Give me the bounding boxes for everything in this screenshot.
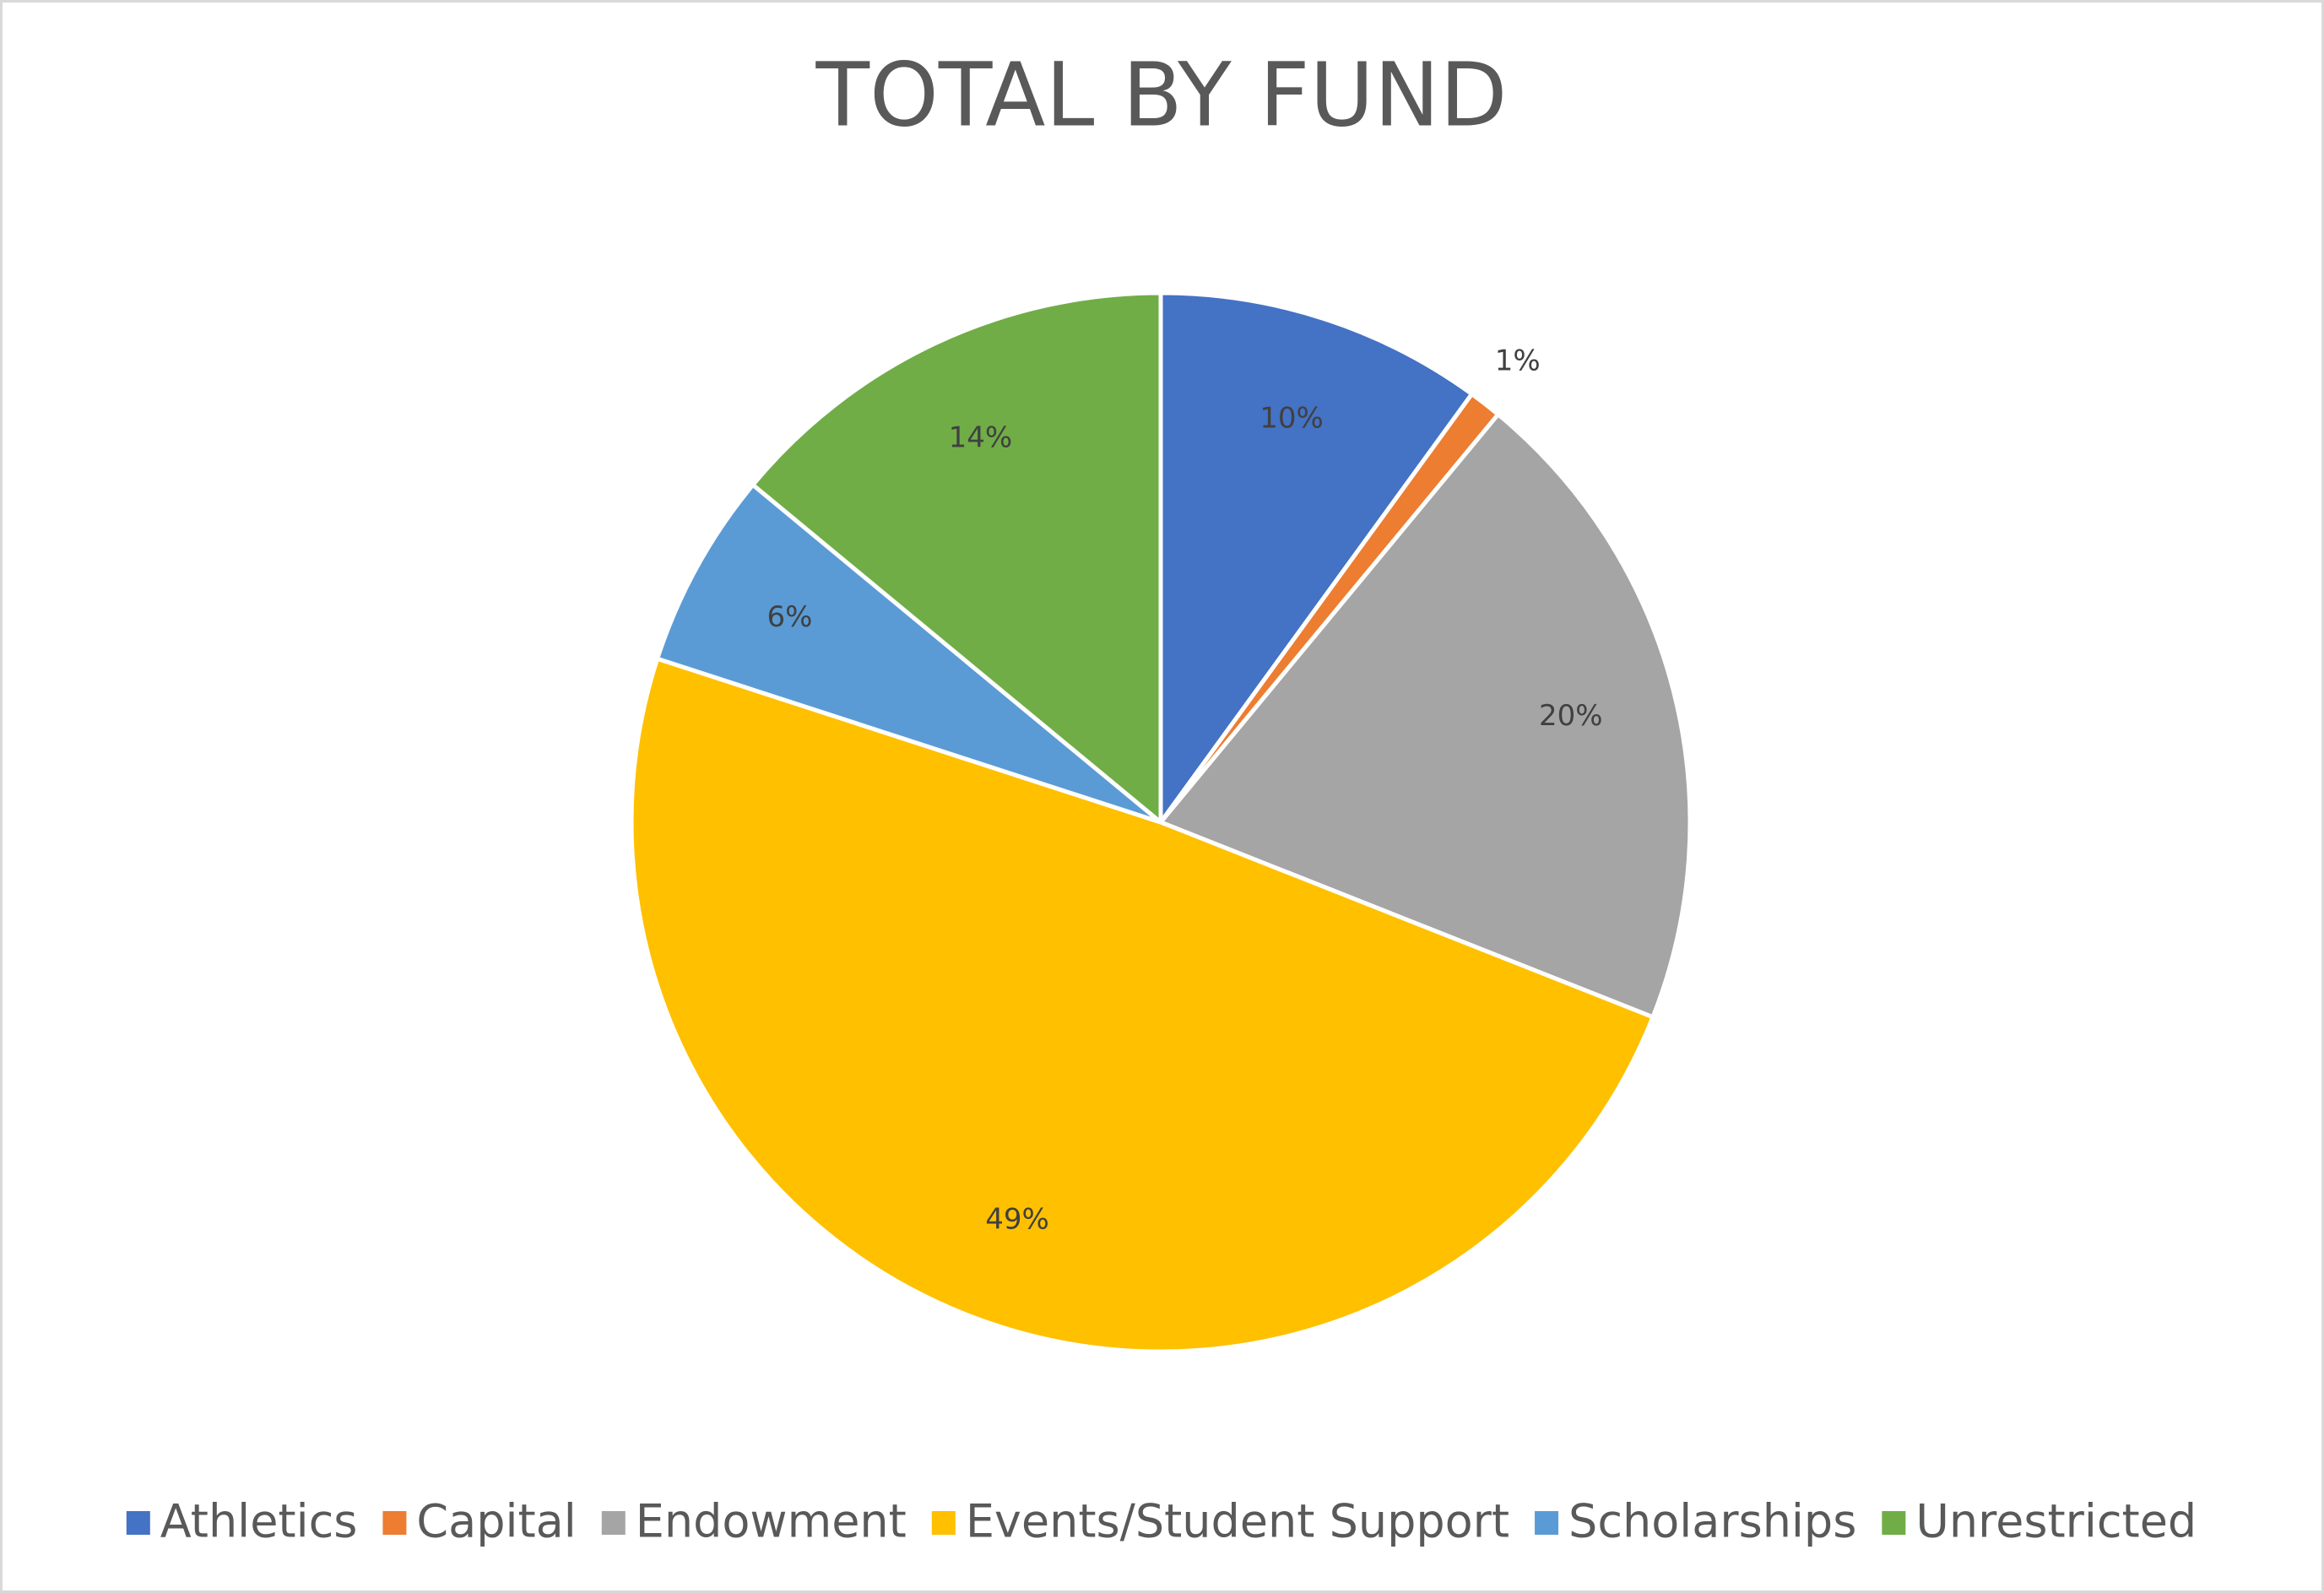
chart-title: TOTAL BY FUND <box>815 43 1507 146</box>
data-label: 20% <box>1539 699 1603 733</box>
legend-label: Capital <box>416 1495 576 1548</box>
pie-slice <box>1158 290 1475 825</box>
data-label: 49% <box>985 1202 1049 1236</box>
legend-label: Unrestricted <box>1915 1495 2197 1548</box>
pie: 10% 1% 20% 49% 6% 14% <box>629 290 1693 1354</box>
pie-slice <box>1158 412 1693 1020</box>
pie-slice <box>655 482 1163 825</box>
legend-label: Athletics <box>160 1495 358 1548</box>
legend-swatch <box>382 1511 407 1535</box>
data-label: 14% <box>949 421 1013 455</box>
legend-swatch <box>1882 1511 1906 1535</box>
pie-slice <box>629 656 1655 1354</box>
legend-swatch <box>126 1511 150 1535</box>
legend-swatch <box>931 1511 956 1535</box>
legend-label: Events/Student Support <box>966 1495 1509 1548</box>
legend-label: Endowment <box>636 1495 907 1548</box>
pie-slice <box>750 290 1163 825</box>
legend-swatch <box>1535 1511 1559 1535</box>
data-label: 1% <box>1495 344 1541 378</box>
data-label: 10% <box>1260 401 1324 435</box>
legend-label: Scholarships <box>1568 1495 1856 1548</box>
legend: Athletics Capital Endowment Events/Student … <box>126 1495 2197 1548</box>
legend-swatch <box>601 1511 626 1535</box>
data-label: 6% <box>767 600 812 634</box>
